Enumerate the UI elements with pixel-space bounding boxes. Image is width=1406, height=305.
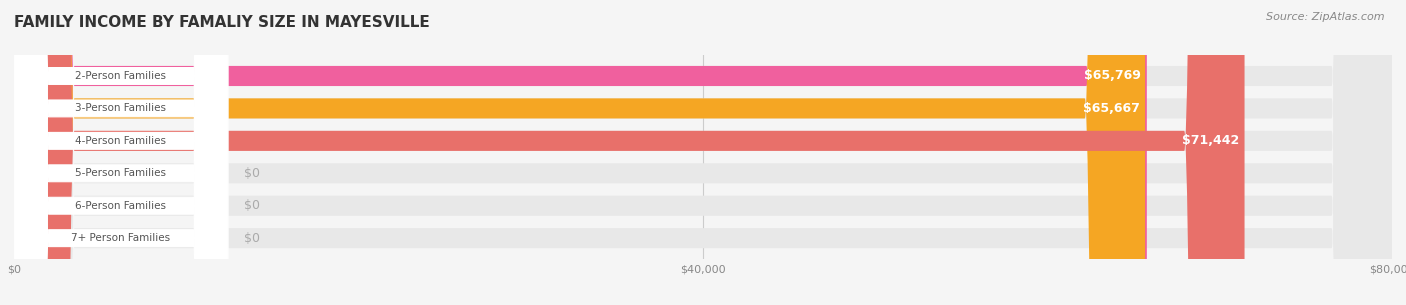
Text: Source: ZipAtlas.com: Source: ZipAtlas.com (1267, 12, 1385, 22)
FancyBboxPatch shape (14, 0, 1392, 305)
Text: FAMILY INCOME BY FAMALIY SIZE IN MAYESVILLE: FAMILY INCOME BY FAMALIY SIZE IN MAYESVI… (14, 15, 430, 30)
FancyBboxPatch shape (14, 0, 1244, 305)
Text: 7+ Person Families: 7+ Person Families (72, 233, 170, 243)
Text: 4-Person Families: 4-Person Families (76, 136, 166, 146)
Text: $0: $0 (245, 199, 260, 212)
FancyBboxPatch shape (14, 0, 1144, 305)
FancyBboxPatch shape (14, 0, 1392, 305)
Text: $71,442: $71,442 (1182, 135, 1239, 147)
Text: $65,667: $65,667 (1083, 102, 1140, 115)
FancyBboxPatch shape (14, 0, 228, 305)
Text: $65,769: $65,769 (1084, 70, 1142, 82)
FancyBboxPatch shape (14, 0, 1392, 305)
FancyBboxPatch shape (14, 0, 228, 305)
FancyBboxPatch shape (14, 0, 1147, 305)
Text: 6-Person Families: 6-Person Families (76, 201, 166, 211)
FancyBboxPatch shape (14, 0, 1392, 305)
FancyBboxPatch shape (14, 0, 228, 305)
Text: 2-Person Families: 2-Person Families (76, 71, 166, 81)
Text: 3-Person Families: 3-Person Families (76, 103, 166, 113)
Text: 5-Person Families: 5-Person Families (76, 168, 166, 178)
Text: $0: $0 (245, 167, 260, 180)
Text: $0: $0 (245, 232, 260, 245)
FancyBboxPatch shape (14, 0, 1392, 305)
FancyBboxPatch shape (14, 0, 1392, 305)
FancyBboxPatch shape (14, 0, 228, 305)
FancyBboxPatch shape (14, 0, 228, 305)
FancyBboxPatch shape (14, 0, 228, 305)
